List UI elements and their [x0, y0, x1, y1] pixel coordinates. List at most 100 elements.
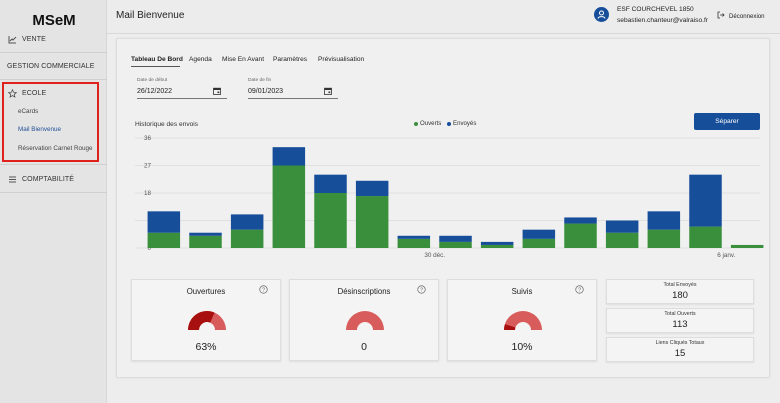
bar-ouverts[interactable] — [355, 196, 389, 248]
bar-ouverts[interactable] — [480, 244, 514, 248]
y-tick-label: 36 — [144, 135, 152, 142]
sidebar-item-comptabilite[interactable]: COMPTABILITÉ — [0, 166, 107, 192]
bar-ouverts[interactable] — [439, 241, 472, 248]
bar-envoyes[interactable] — [189, 232, 222, 236]
tab-agenda[interactable]: Agenda — [189, 56, 212, 63]
account-email: sebastien.chanteur@valraiso.fr — [617, 17, 708, 24]
msem-logo: MSeM — [32, 12, 75, 29]
total-label: Total Ouverts — [664, 311, 696, 317]
tab-mise-en-avant[interactable]: Mise En Avant — [222, 56, 265, 63]
total-liens-card: Liens Cliqués Totaux 15 — [606, 337, 754, 362]
bar-envoyes[interactable] — [439, 235, 472, 242]
tab-parametres[interactable]: Paramètres — [273, 56, 308, 63]
logout-label: Déconnexion — [729, 12, 765, 20]
end-date-label: Date de fin — [248, 78, 272, 83]
legend-label: Ouverts — [420, 120, 442, 127]
page-title: Mail Bienvenue — [116, 10, 185, 21]
x-tick-label: 30 déc. — [424, 252, 445, 259]
svg-text:?: ? — [420, 287, 423, 293]
logout-icon — [717, 11, 725, 21]
bar-ouverts[interactable] — [314, 193, 347, 248]
calendar-icon[interactable] — [324, 87, 332, 95]
logout-button[interactable]: Déconnexion — [717, 11, 765, 21]
bar-envoyes[interactable] — [355, 180, 389, 197]
start-date-input[interactable]: 26/12/2022 — [137, 88, 173, 95]
bar-ouverts[interactable] — [230, 229, 264, 248]
logo-text: MSeM — [32, 12, 75, 29]
stat-card-desinscriptions: Désinscriptions ? 0 — [289, 279, 439, 361]
stat-card-suivis: Suivis ? 10% — [447, 279, 597, 361]
help-icon[interactable]: ? — [417, 285, 426, 294]
total-value: 113 — [672, 319, 688, 330]
history-chart: 3627189030 déc.6 janv. — [135, 135, 764, 259]
legend-ouverts: Ouverts — [414, 120, 441, 127]
help-icon[interactable]: ? — [575, 285, 584, 294]
end-date-input[interactable]: 09/01/2023 — [248, 88, 284, 95]
gauge-track — [346, 311, 384, 330]
account-name: ESF COURCHEVEL 1850 — [617, 6, 694, 13]
separer-button[interactable]: Séparer — [694, 113, 760, 130]
total-value: 15 — [674, 348, 686, 359]
gauge — [346, 311, 384, 330]
bar-ouverts[interactable] — [564, 223, 597, 248]
stat-value: 10% — [511, 341, 533, 353]
bar-envoyes[interactable] — [522, 229, 556, 239]
bar-envoyes[interactable] — [314, 174, 347, 193]
total-ouverts-card: Total Ouverts 113 — [606, 308, 754, 333]
total-envoyes-card: Total Envoyés 180 — [606, 279, 754, 304]
bar-ouverts[interactable] — [647, 229, 681, 248]
legend-dot — [447, 121, 451, 126]
legend-label: Envoyés — [453, 120, 477, 127]
gauge-track — [504, 311, 542, 330]
sidebar-subitem-reservation-carnet-rouge[interactable]: Réservation Carnet Rouge — [18, 145, 93, 152]
bar-ouverts[interactable] — [189, 235, 222, 248]
sidebar-divider — [0, 164, 107, 165]
bar-envoyes[interactable] — [397, 235, 431, 239]
bar-ouverts[interactable] — [730, 244, 764, 248]
history-title: Historique des envois — [135, 121, 199, 128]
sidebar-item-label: GESTION COMMERCIALE — [7, 62, 95, 70]
gauge-fill — [188, 311, 215, 330]
y-tick-label: 18 — [144, 190, 152, 197]
bar-ouverts[interactable] — [147, 232, 181, 248]
bar-envoyes[interactable] — [230, 214, 264, 230]
chart-icon — [7, 34, 17, 44]
sidebar-item-ecole[interactable]: ECOLE — [0, 80, 107, 106]
bar-envoyes[interactable] — [605, 220, 639, 233]
dashboard-card: Tableau De Bord Agenda Mise En Avant Par… — [116, 38, 770, 378]
bar-ouverts[interactable] — [689, 226, 722, 248]
ecole-highlight-box — [2, 82, 99, 162]
bar-ouverts[interactable] — [397, 238, 431, 248]
bar-envoyes[interactable] — [647, 211, 681, 230]
start-date-label: Date de début — [137, 78, 168, 83]
sidebar-item-vente[interactable]: VENTE — [0, 26, 107, 52]
bar-ouverts[interactable] — [522, 238, 556, 248]
bar-ouverts[interactable] — [605, 232, 639, 248]
active-tab-indicator — [131, 66, 180, 67]
sidebar-item-label: COMPTABILITÉ — [22, 175, 75, 183]
help-icon[interactable]: ? — [259, 285, 268, 294]
stat-card-ouvertures: Ouvertures ? 63% — [131, 279, 281, 361]
legend-dot — [414, 121, 418, 126]
sidebar-subitem-ecards[interactable]: eCards — [18, 108, 39, 115]
sidebar-item-gestion-commerciale[interactable]: GESTION COMMERCIALE — [0, 53, 107, 79]
bar-envoyes[interactable] — [272, 147, 306, 166]
bar-envoyes[interactable] — [480, 241, 514, 245]
total-value: 180 — [672, 290, 688, 301]
avatar[interactable] — [594, 7, 609, 22]
bar-envoyes[interactable] — [689, 174, 722, 227]
y-tick-label: 27 — [144, 163, 152, 170]
total-label: Liens Cliqués Totaux — [655, 340, 705, 346]
list-icon — [7, 174, 17, 184]
calendar-icon[interactable] — [213, 87, 221, 95]
bar-envoyes[interactable] — [147, 211, 181, 233]
sidebar-subitem-mail-bienvenue[interactable]: Mail Bienvenue — [18, 126, 62, 133]
start-date-underline — [137, 98, 227, 99]
bar-ouverts[interactable] — [272, 165, 306, 249]
svg-text:?: ? — [262, 287, 265, 293]
bar-envoyes[interactable] — [564, 217, 597, 224]
star-icon — [7, 88, 17, 98]
tab-tableau-de-bord[interactable]: Tableau De Bord — [131, 56, 183, 63]
svg-text:?: ? — [578, 287, 581, 293]
tab-previsualisation[interactable]: Prévisualisation — [318, 56, 365, 63]
